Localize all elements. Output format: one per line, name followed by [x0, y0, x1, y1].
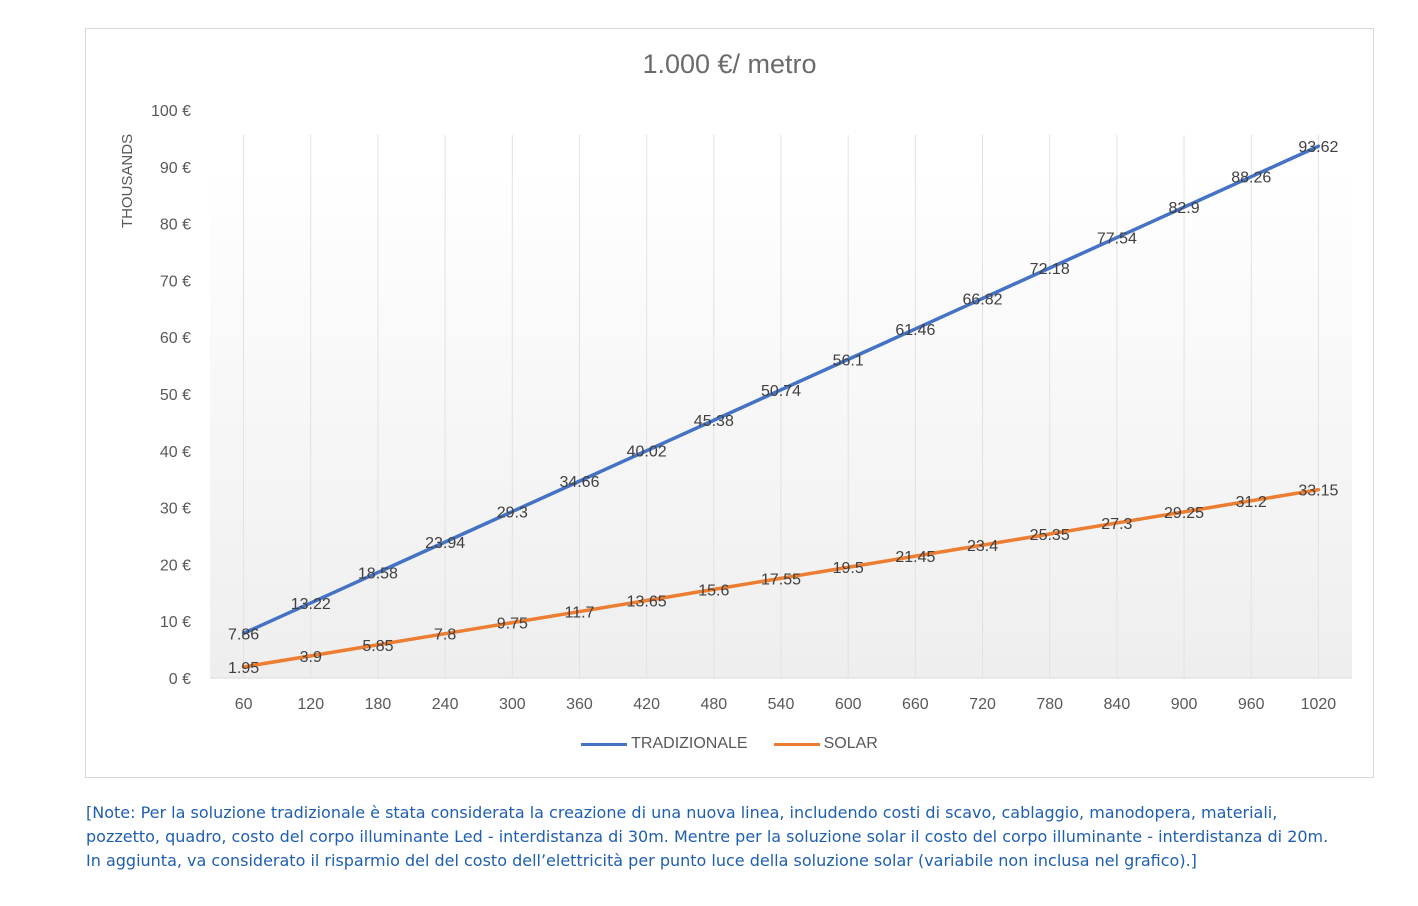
data-label: 1.95 [228, 660, 259, 677]
data-label: 27.3 [1101, 516, 1132, 533]
x-tick-label: 420 [633, 696, 660, 713]
chart-title: 1.000 €/ metro [642, 49, 817, 79]
y-tick-label: 70 € [160, 273, 191, 290]
data-label: 33.15 [1298, 483, 1338, 500]
data-label: 45.38 [694, 413, 734, 430]
y-tick-label: 40 € [160, 444, 191, 461]
y-tick-label: 50 € [160, 387, 191, 404]
y-tick-label: 80 € [160, 217, 191, 234]
x-tick-label: 360 [566, 696, 593, 713]
series-line-solar [241, 487, 1321, 669]
x-tick-label: 660 [902, 696, 929, 713]
data-label: 88.26 [1231, 170, 1271, 187]
x-tick-label: 240 [432, 696, 459, 713]
data-label: 21.45 [895, 549, 935, 566]
data-label: 15.6 [698, 582, 729, 599]
data-label: 7.8 [434, 627, 456, 644]
data-label: 72.18 [1030, 261, 1070, 278]
x-tick-label: 960 [1238, 696, 1265, 713]
data-label: 19.5 [833, 560, 864, 577]
y-tick-label: 10 € [160, 614, 191, 631]
data-label: 18.58 [358, 565, 398, 582]
legend-item-tradizionale[interactable]: TRADIZIONALE [581, 735, 748, 753]
y-tick-label: 100 € [151, 103, 191, 120]
legend-swatch-solar [773, 742, 820, 746]
x-tick-label: 900 [1171, 696, 1198, 713]
data-label: 56.1 [833, 352, 864, 369]
data-label: 40.02 [627, 444, 667, 461]
x-tick-label: 720 [969, 696, 996, 713]
y-tick-label: 60 € [160, 330, 191, 347]
data-label: 93.62 [1298, 139, 1338, 156]
data-label: 13.65 [627, 593, 667, 610]
legend-item-solar[interactable]: SOLAR [773, 735, 878, 753]
note-line: pozzetto, quadro, costo del corpo illumi… [86, 827, 1329, 846]
data-label: 77.54 [1097, 231, 1137, 248]
note-line: In aggiunta, va considerato il risparmio… [86, 851, 1197, 870]
data-label: 11.7 [564, 605, 594, 622]
data-label: 7.86 [228, 626, 259, 643]
data-label: 25.35 [1030, 527, 1070, 544]
data-label: 23.94 [425, 535, 465, 552]
note-line: [Note: Per la soluzione tradizionale è s… [86, 803, 1278, 822]
data-label: 3.9 [300, 649, 322, 666]
x-tick-label: 540 [768, 696, 795, 713]
line-chart: 0 € 10 € 20 € 30 € 40 € 50 € 60 € 70 € 80 € 90 € 1… [119, 103, 1352, 713]
data-label: 23.4 [967, 538, 998, 555]
chart-note: [Note: Per la soluzione tradizionale è s… [86, 801, 1386, 873]
data-label: 31.2 [1236, 494, 1267, 511]
data-label: 29.25 [1164, 505, 1204, 522]
x-tick-label: 300 [499, 696, 526, 713]
x-tick-label: 780 [1036, 696, 1063, 713]
x-tick-label: 840 [1104, 696, 1131, 713]
chart-frame: 1.000 €/ metro 0 € 10 € 20 € 30 € 40 € 50 € 60… [85, 28, 1374, 778]
x-tick-label: 600 [835, 696, 862, 713]
x-tick-label: 60 [235, 696, 253, 713]
legend-label-tradizionale: TRADIZIONALE [631, 735, 748, 752]
y-tick-label: 20 € [160, 557, 191, 574]
data-label: 13.22 [291, 596, 331, 613]
x-tick-label: 480 [700, 696, 727, 713]
y-tick-label: 0 € [169, 671, 191, 688]
data-label: 66.82 [963, 291, 1003, 308]
data-label: 82.9 [1168, 200, 1199, 217]
data-label: 9.75 [497, 616, 528, 633]
y-tick-label: 90 € [160, 160, 191, 177]
data-label: 5.85 [362, 638, 393, 655]
chart-legend: TRADIZIONALE SOLAR [86, 735, 1373, 753]
x-tick-label: 1020 [1301, 696, 1337, 713]
x-tick-label: 120 [297, 696, 324, 713]
data-label: 61.46 [895, 322, 935, 339]
data-label: 17.55 [761, 571, 801, 588]
data-label: 50.74 [761, 383, 801, 400]
y-tick-label: 30 € [160, 501, 191, 518]
x-tick-label: 180 [365, 696, 392, 713]
series-line-tradizionale [241, 144, 1321, 636]
data-label: 34.66 [559, 474, 599, 491]
legend-swatch-tradizionale [581, 742, 628, 746]
legend-label-solar: SOLAR [823, 735, 878, 752]
data-label: 29.3 [497, 505, 528, 522]
y-axis-title: THOUSANDS [119, 134, 136, 228]
